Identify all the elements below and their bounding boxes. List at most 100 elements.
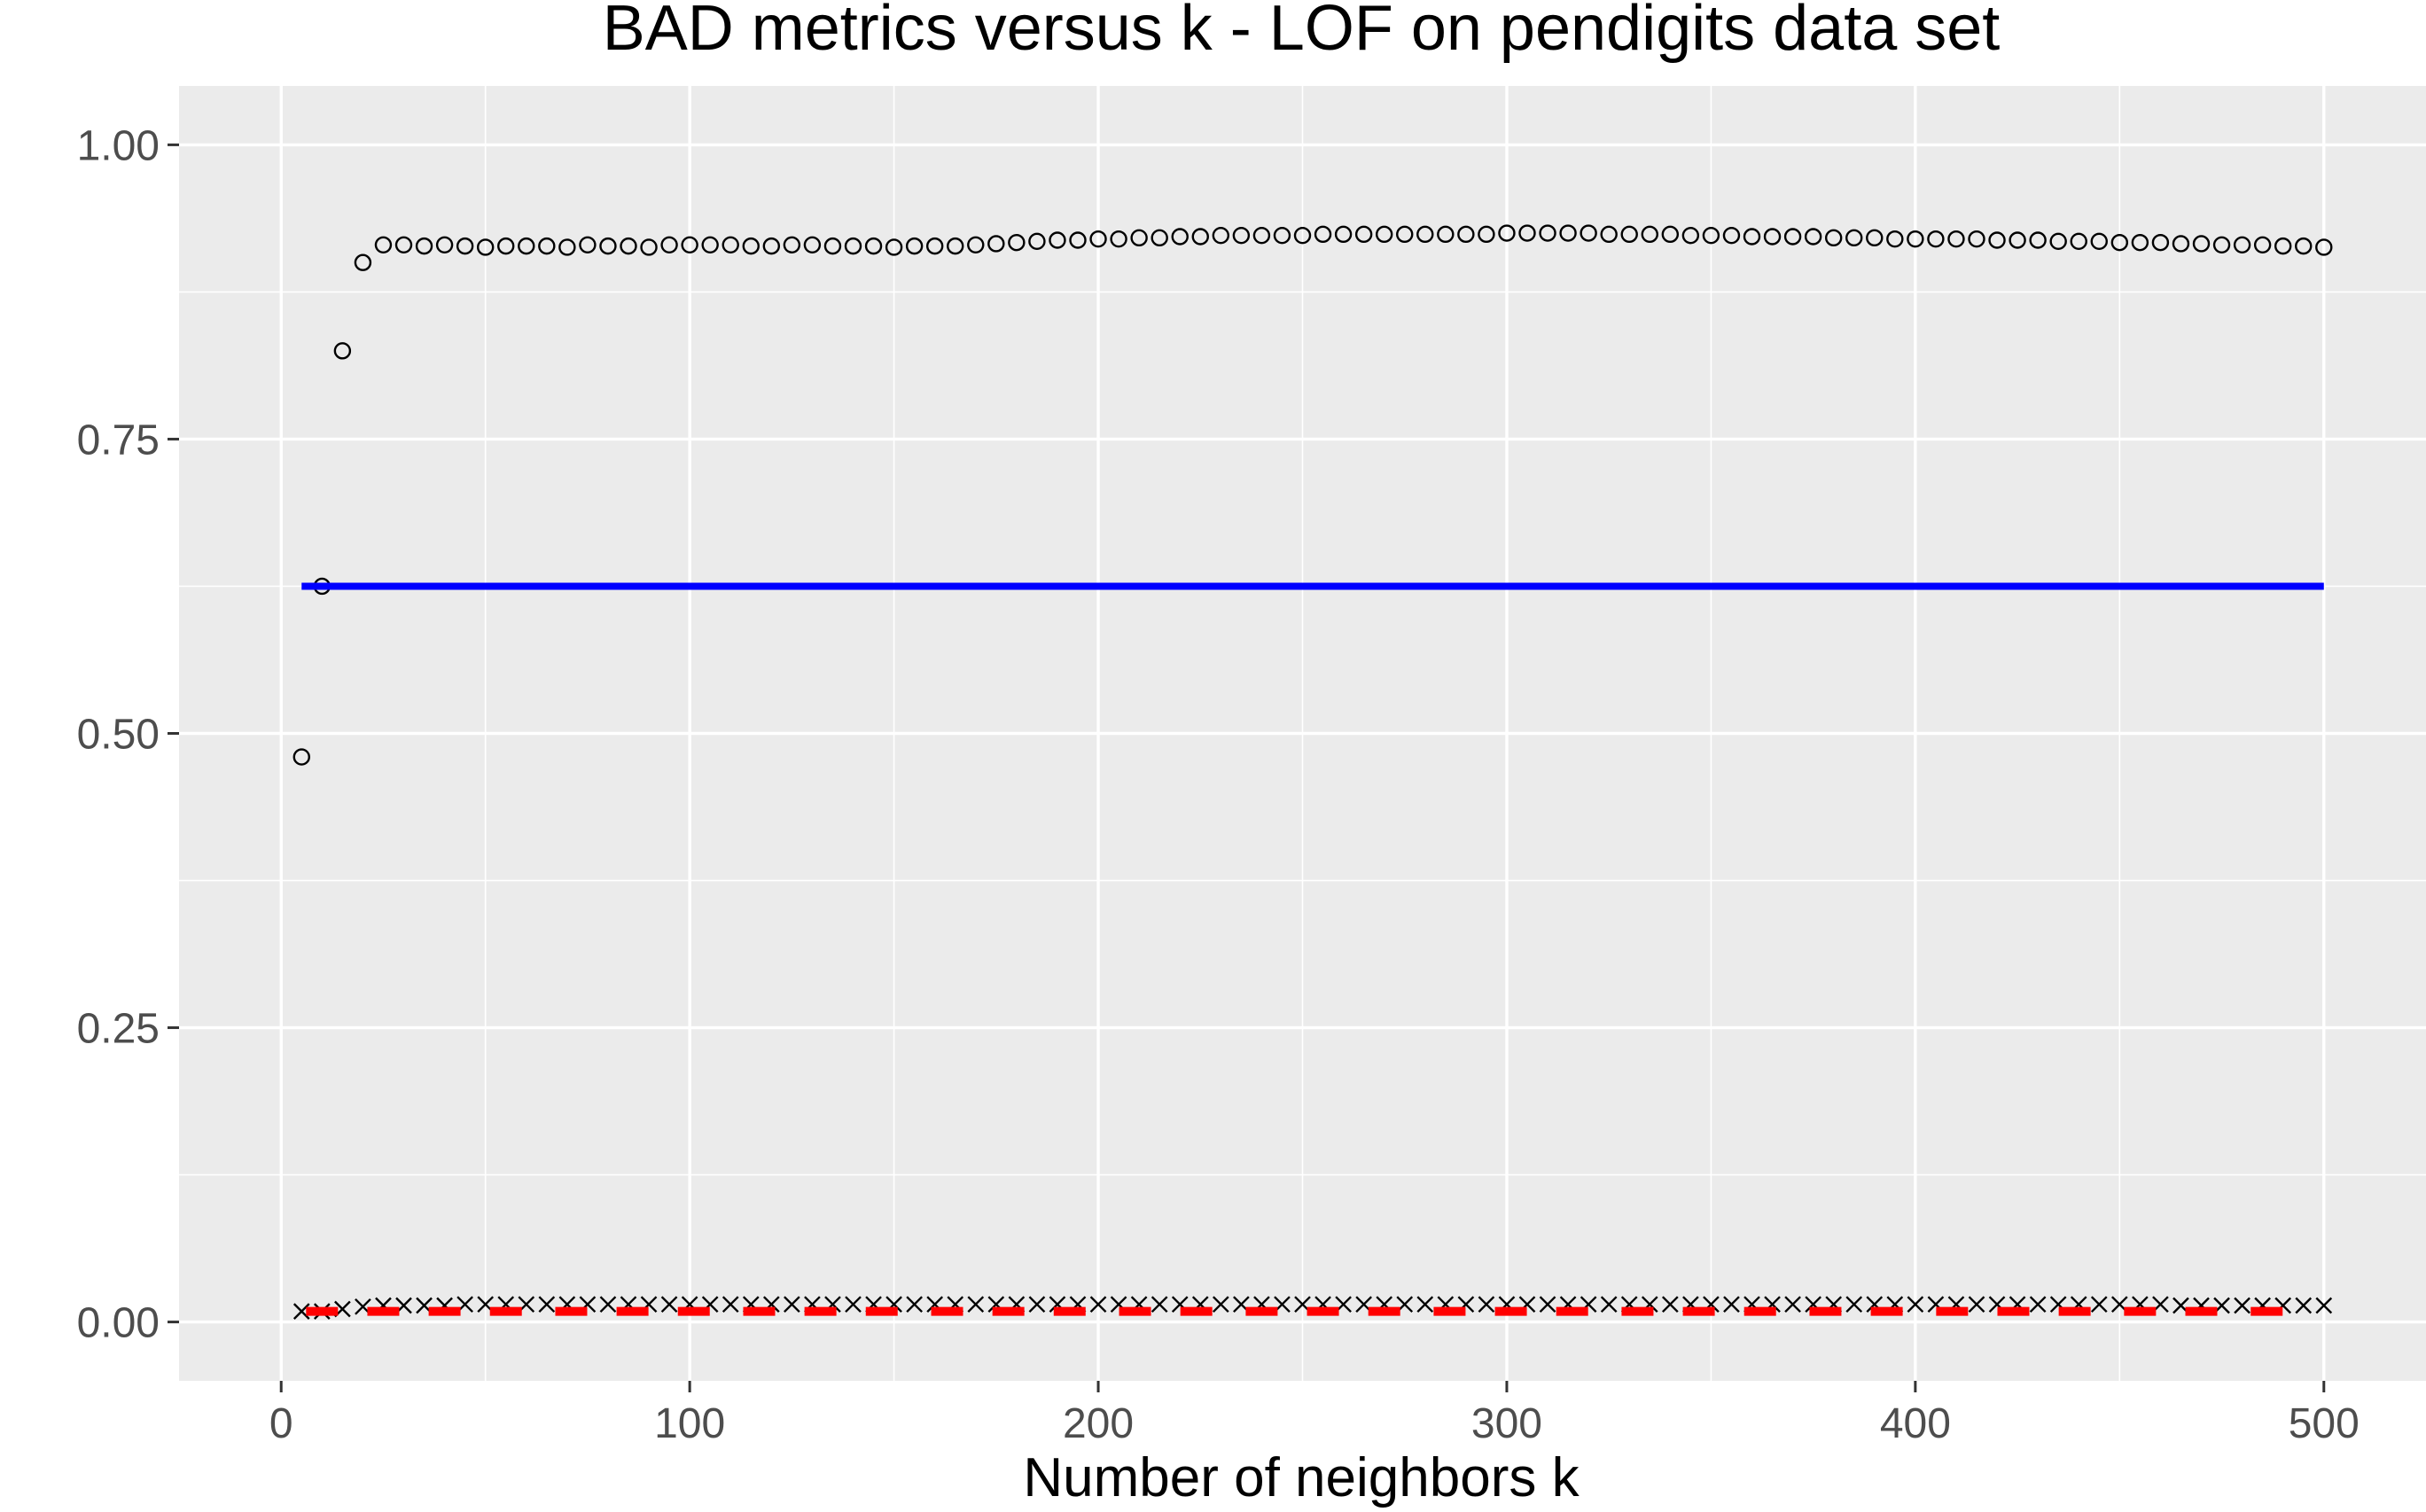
circle-point <box>538 237 556 255</box>
circle-point <box>1375 225 1393 244</box>
circle-point <box>1151 229 1168 247</box>
dash-point <box>804 1306 837 1316</box>
circle-point <box>722 236 739 254</box>
circle-point <box>599 237 617 255</box>
cross-point <box>2295 1297 2313 1314</box>
circle-point <box>1130 229 1148 247</box>
circle-point <box>1580 224 1597 242</box>
circle-point <box>1968 230 1985 248</box>
circle-point <box>1049 231 1066 249</box>
circle-point <box>374 236 393 254</box>
dash-point <box>1053 1306 1086 1316</box>
circle-point <box>1110 230 1127 248</box>
x-tick-label: 0 <box>269 1400 293 1447</box>
dash-point <box>2250 1306 2283 1316</box>
circle-point <box>1927 230 1945 248</box>
cross-point <box>784 1296 800 1313</box>
y-tick-label: 1.00 <box>77 122 160 169</box>
dash-point <box>1809 1306 1842 1316</box>
circle-point <box>1845 229 1863 247</box>
circle-point <box>1273 226 1291 245</box>
circle-point <box>497 237 515 255</box>
circle-point <box>1212 226 1230 245</box>
circle-point <box>2192 235 2211 253</box>
cross-point <box>967 1296 985 1313</box>
cross-point <box>1845 1296 1863 1313</box>
dash-point <box>555 1306 588 1316</box>
circle-point <box>620 237 637 255</box>
circle-point <box>1069 231 1087 249</box>
circle-point <box>1907 230 1924 248</box>
circle-point <box>1600 225 1618 244</box>
cross-point <box>293 1303 310 1320</box>
dash-point <box>1997 1306 2030 1316</box>
circle-point <box>1620 225 1638 244</box>
dash-point <box>1936 1306 1969 1316</box>
circle-point <box>1988 231 2006 249</box>
circle-point <box>1457 225 1475 244</box>
circle-point <box>2172 235 2190 253</box>
dash-point <box>1743 1306 1776 1316</box>
chart-title: BAD metrics versus k - LOF on pendigits … <box>603 0 2001 64</box>
circle-point <box>2253 236 2272 254</box>
dash-point <box>1180 1306 1213 1316</box>
circle-point <box>558 238 576 256</box>
circle-point <box>1416 225 1434 244</box>
circle-point <box>1437 225 1455 244</box>
cross-point <box>722 1296 739 1313</box>
circle-point <box>885 238 903 256</box>
circle-point <box>1354 225 1373 244</box>
circle-point <box>293 748 310 766</box>
cross-point <box>1212 1296 1229 1313</box>
dash-point <box>489 1306 522 1316</box>
circle-point <box>1681 226 1700 245</box>
dash-point <box>1494 1306 1527 1316</box>
dash-point <box>931 1306 963 1316</box>
circle-point <box>1518 224 1536 242</box>
circle-point <box>1641 225 1658 244</box>
circle-point <box>456 237 474 255</box>
circle-point <box>476 238 495 256</box>
circle-point <box>1539 224 1556 242</box>
circle-point <box>2110 233 2129 252</box>
circle-point <box>783 236 801 254</box>
circle-point <box>742 237 760 255</box>
circle-point <box>1314 225 1332 244</box>
circle-point <box>1763 228 1782 246</box>
x-tick-label: 100 <box>654 1400 725 1447</box>
circle-point <box>1783 228 1802 246</box>
dash-point <box>1245 1306 1278 1316</box>
dash-point <box>367 1306 400 1316</box>
circle-point <box>905 237 924 255</box>
data-marks <box>293 224 2333 1320</box>
circle-point <box>2131 233 2149 252</box>
x-axis-title: Number of neighbors k <box>1023 1447 1580 1508</box>
circle-point <box>1232 226 1251 245</box>
circle-point <box>681 236 698 254</box>
circle-point <box>1661 225 1680 244</box>
dash-point <box>616 1306 649 1316</box>
circle-point <box>2315 238 2333 256</box>
cross-point <box>2029 1296 2047 1313</box>
y-tick-label: 0.00 <box>77 1300 160 1347</box>
circle-point <box>2274 237 2292 255</box>
dash-point <box>1307 1306 1339 1316</box>
dash-point <box>1870 1306 1903 1316</box>
circle-point <box>1866 229 1884 247</box>
circle-point <box>1396 225 1414 244</box>
dash-point <box>2058 1306 2091 1316</box>
circle-point <box>1559 224 1577 242</box>
circle-point <box>1028 232 1046 251</box>
dash-point <box>428 1306 461 1316</box>
circle-point <box>1478 225 1495 244</box>
circle-point <box>1008 233 1026 252</box>
dash-point <box>1621 1306 1654 1316</box>
cross-point <box>1089 1296 1107 1313</box>
x-tick-label: 200 <box>1063 1400 1134 1447</box>
dash-point <box>1119 1306 1151 1316</box>
circle-point <box>660 236 678 254</box>
circle-point <box>1947 230 1965 248</box>
y-tick-label: 0.75 <box>77 417 160 464</box>
circle-point <box>2049 232 2067 251</box>
